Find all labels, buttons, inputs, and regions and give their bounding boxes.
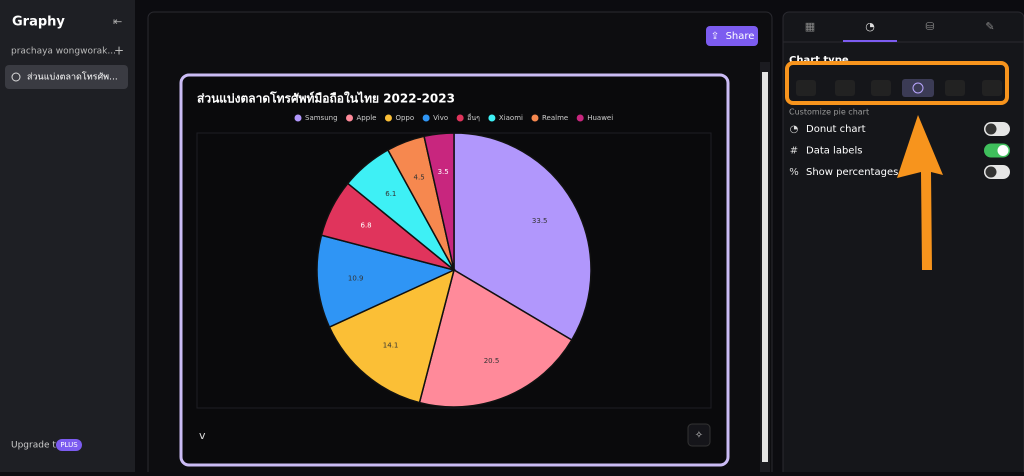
option-label: Donut chart: [806, 124, 866, 135]
option-icon: %: [789, 167, 799, 178]
pie-slice: [418, 268, 573, 408]
legend-label: Huawei: [587, 114, 613, 122]
chat-item[interactable]: [5, 65, 128, 89]
plan-text: PLUS: [60, 441, 78, 449]
logo: Graphy: [12, 15, 65, 30]
pie-slice: [423, 132, 455, 271]
legend-swatch: [346, 114, 354, 122]
option-label: Show percentages: [806, 167, 898, 178]
type-scatter[interactable]: [945, 80, 965, 96]
chart-type-heading: Chart type: [789, 55, 849, 66]
data-label: 10.9: [348, 275, 364, 283]
settings-panel: [782, 11, 1024, 476]
type-other[interactable]: [982, 80, 1002, 96]
pie-slice: [328, 268, 456, 404]
collapse[interactable]: ⇤: [113, 15, 122, 28]
type-area[interactable]: [871, 80, 891, 96]
option-icon: #: [790, 146, 798, 157]
tab-data[interactable]: ⛁: [925, 20, 934, 33]
legend-swatch: [294, 114, 302, 122]
share-text: Share: [726, 31, 755, 42]
legend-label: Vivo: [433, 114, 448, 122]
upgrade-text[interactable]: Upgrade to: [11, 441, 62, 451]
legend: Samsung Apple Oppo Vivo อื่นๆ Xiaomi Realme Hua…: [294, 113, 613, 122]
chat-input[interactable]: v: [199, 429, 206, 442]
type-line[interactable]: [835, 80, 855, 96]
toggle-knob: [985, 123, 997, 135]
magic-icon: ✧: [695, 430, 703, 441]
data-label: 20.5: [484, 357, 500, 365]
customize-heading: Customize pie chart: [789, 108, 869, 117]
chat-title: ส่วนแบ่งตลาดโทรศัพ...: [27, 72, 118, 83]
share-button[interactable]: [706, 26, 758, 46]
add-button[interactable]: +: [114, 44, 124, 58]
type-pie[interactable]: [902, 79, 934, 97]
data-label: 14.1: [383, 342, 399, 350]
plan-badge: [56, 439, 82, 451]
legend-swatch: [422, 114, 430, 122]
legend-label: Xiaomi: [499, 114, 523, 122]
toggle-knob: [997, 145, 1009, 156]
option-label: Data labels: [806, 146, 862, 157]
legend-label: Apple: [357, 114, 377, 122]
legend-label: Samsung: [305, 114, 338, 122]
legend-swatch: [488, 114, 496, 122]
chart-title: ส่วนแบ่งตลาดโทรศัพท์มือถือในไทย 2022-202…: [197, 91, 455, 106]
pie-chart: 33.5 20.5 14.1 10.9 6.8 6.1 4.5 3.5: [316, 132, 592, 408]
pie-slice: [453, 132, 592, 342]
legend-swatch: [384, 114, 392, 122]
tab-table[interactable]: ▦: [805, 20, 815, 33]
legend-label: อื่นๆ: [467, 113, 480, 122]
legend-label: Oppo: [395, 114, 414, 122]
data-label: 4.5: [414, 174, 425, 182]
scroll-thumb[interactable]: [762, 72, 768, 462]
highlight-box: [785, 61, 1009, 105]
chat-icon: [11, 72, 21, 82]
pie-slice: [316, 234, 457, 329]
data-label: 3.5: [438, 168, 449, 176]
options: ◔ Donut chart # Data labels% Show percentage…: [789, 122, 1010, 179]
legend-label: Realme: [542, 114, 568, 122]
data-label: 33.5: [532, 217, 548, 225]
tab-chart[interactable]: ◔: [865, 20, 875, 33]
arrow: [897, 115, 943, 270]
legend-swatch: [531, 114, 539, 122]
toggle-knob: [985, 166, 997, 178]
type-bar[interactable]: [796, 80, 816, 96]
legend-swatch: [456, 114, 464, 122]
chart-type-row: [796, 79, 1002, 97]
user-name: prachaya wongworak...: [11, 47, 116, 57]
data-label: 6.8: [360, 221, 371, 229]
tab-edit[interactable]: ✎: [985, 20, 994, 33]
magic-button[interactable]: [687, 423, 711, 447]
data-label: 6.1: [385, 190, 396, 198]
legend-swatch: [576, 114, 584, 122]
type-pie-icon: [912, 82, 924, 94]
option-icon: ◔: [790, 124, 799, 135]
share-icon: ⇪: [711, 31, 719, 42]
